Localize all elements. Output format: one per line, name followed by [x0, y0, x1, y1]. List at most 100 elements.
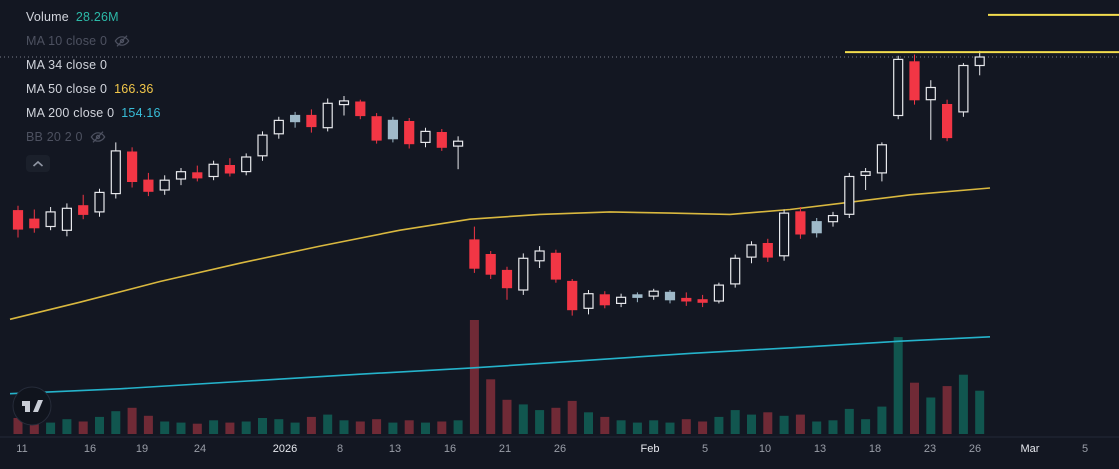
- collapse-legend-button[interactable]: [26, 155, 50, 172]
- volume-bar: [469, 320, 479, 434]
- ma200-line: [9, 336, 991, 395]
- legend-row-ma200[interactable]: MA 200 close 0 154.16: [26, 101, 161, 125]
- volume-bar: [958, 374, 968, 434]
- candle-body: [697, 299, 708, 303]
- candle-body: [648, 290, 659, 297]
- candle-body: [469, 239, 480, 269]
- candle-body: [192, 172, 203, 179]
- candle-body: [257, 134, 268, 157]
- candle-body: [143, 179, 154, 192]
- volume-bar: [926, 397, 936, 434]
- candle-body: [941, 103, 953, 139]
- candle-body: [45, 211, 56, 228]
- time-axis-label: 13: [814, 443, 826, 455]
- ma50-line: [9, 187, 991, 321]
- legend-row-volume[interactable]: Volume 28.26M: [26, 5, 161, 29]
- time-axis-label: Feb: [641, 443, 660, 455]
- volume-bar: [910, 382, 919, 434]
- tradingview-logo[interactable]: [12, 386, 52, 426]
- volume-bar: [388, 422, 398, 434]
- candle-body: [811, 221, 822, 234]
- volume-bar: [584, 412, 593, 434]
- time-axis-label: 5: [1082, 443, 1088, 455]
- candle-body: [518, 257, 529, 291]
- volume-bar: [225, 422, 235, 434]
- volume-bar: [160, 421, 170, 434]
- candle-body: [681, 297, 692, 302]
- candle-body: [224, 165, 235, 174]
- candle-body: [355, 101, 366, 117]
- volume-value: 28.26M: [75, 10, 119, 24]
- volume-bar: [404, 420, 414, 434]
- volume-bar: [893, 337, 903, 434]
- legend-row-ma50[interactable]: MA 50 close 0 166.36: [26, 77, 161, 101]
- candle-body: [159, 179, 170, 191]
- time-axis-label: 19: [136, 443, 148, 455]
- candle-body: [338, 100, 350, 106]
- time-axis-label: 26: [969, 443, 981, 455]
- candle-body: [876, 144, 888, 174]
- volume-bar: [306, 416, 316, 434]
- bb-label: BB 20 2 0: [26, 130, 83, 144]
- candle-body: [925, 86, 936, 101]
- volume-bar: [453, 420, 463, 434]
- volume-label: Volume: [26, 10, 69, 24]
- ma200-label: MA 200 close 0: [26, 106, 115, 120]
- volume-bar: [616, 420, 626, 434]
- legend-row-ma34[interactable]: MA 34 close 0: [26, 53, 161, 77]
- volume-bar: [355, 421, 365, 434]
- eye-off-icon[interactable]: [114, 33, 130, 49]
- candle-body: [762, 243, 773, 258]
- volume-bar: [763, 412, 773, 434]
- candle-body: [909, 61, 920, 101]
- volume-bar: [747, 414, 756, 434]
- candle-body: [599, 294, 610, 306]
- candle-body: [501, 269, 513, 289]
- candle-body: [290, 114, 301, 123]
- volume-bar: [714, 416, 724, 434]
- volume-bar: [78, 421, 88, 434]
- candle-body: [29, 218, 40, 229]
- legend-row-ma10[interactable]: MA 10 close 0: [26, 29, 161, 53]
- time-axis-label: 2026: [273, 443, 297, 455]
- candle-body: [827, 215, 839, 223]
- ma200-value: 154.16: [121, 106, 161, 120]
- candle-body: [730, 257, 741, 285]
- time-axis-label: 8: [337, 443, 343, 455]
- eye-off-icon[interactable]: [90, 129, 106, 145]
- candle-body: [974, 56, 985, 67]
- time-axis-label: 16: [84, 443, 96, 455]
- volume-bar: [779, 415, 789, 434]
- volume-bar: [95, 416, 104, 434]
- volume-bar: [192, 423, 202, 434]
- volume-bar: [127, 407, 137, 434]
- candle-body: [322, 102, 333, 129]
- volume-bar: [518, 404, 528, 434]
- volume-bar: [209, 420, 219, 434]
- candle-body: [958, 64, 969, 113]
- volume-bar: [828, 420, 838, 434]
- volume-bar: [421, 422, 430, 434]
- volume-bar: [942, 386, 952, 434]
- volume-bar: [567, 400, 577, 434]
- candle-body: [273, 119, 284, 135]
- candle-body: [567, 280, 578, 311]
- volume-bar: [730, 410, 740, 434]
- volume-bar: [62, 419, 72, 434]
- volume-bar: [877, 406, 887, 434]
- candle-body: [208, 163, 219, 178]
- candle-body: [78, 205, 89, 215]
- candle-body: [126, 151, 138, 183]
- volume-bar: [372, 419, 382, 434]
- candle-body: [795, 211, 806, 235]
- volume-bar: [535, 410, 545, 434]
- candle-body: [175, 171, 187, 180]
- time-axis-label: 21: [499, 443, 511, 455]
- volume-bar: [258, 418, 267, 434]
- time-axis-label: 10: [759, 443, 771, 455]
- time-axis-label: 24: [194, 443, 206, 455]
- legend-row-bb[interactable]: BB 20 2 0: [26, 125, 161, 149]
- time-axis-label: 23: [924, 443, 936, 455]
